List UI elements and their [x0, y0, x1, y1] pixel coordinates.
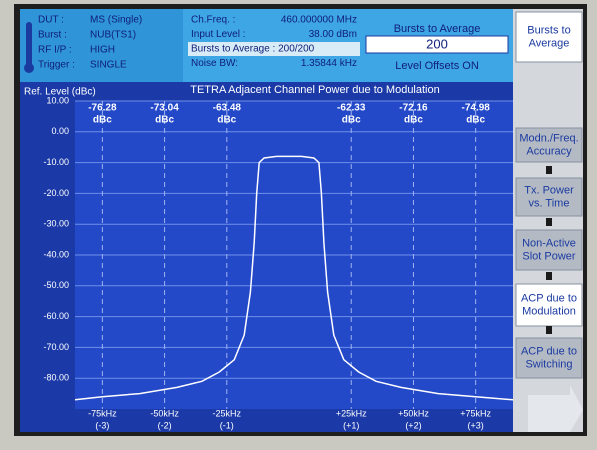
channel-power-unit: dBc — [217, 115, 236, 126]
softkey-label: Modn./Freq. — [519, 132, 578, 144]
setting-label: Bursts to Average : 200/200 — [191, 44, 315, 55]
softkey-label: Average — [529, 37, 570, 49]
channel-power-unit: dBc — [155, 115, 174, 126]
softkey[interactable] — [515, 229, 583, 271]
channel-power: -62.33 — [337, 103, 366, 114]
status-value: MS (Single) — [90, 15, 142, 26]
softkey-connector — [546, 326, 552, 334]
softkey-label: Accuracy — [526, 145, 572, 157]
x-tick-label: -25kHz — [213, 408, 242, 418]
x-tick-channel: (-3) — [95, 420, 109, 430]
y-tick-label: -30.00 — [43, 219, 69, 229]
x-tick-label: +25kHz — [336, 408, 367, 418]
entry-value[interactable]: 200 — [426, 36, 448, 51]
status-label: Trigger : — [38, 60, 75, 71]
chart-title: TETRA Adjacent Channel Power due to Modu… — [190, 84, 439, 96]
softkey-label: Switching — [525, 358, 572, 370]
channel-power-unit: dBc — [404, 115, 423, 126]
status-label: DUT : — [38, 15, 64, 26]
status-value: SINGLE — [90, 60, 127, 71]
thermometer-bulb — [24, 63, 34, 73]
channel-power: -72.16 — [399, 103, 428, 114]
x-tick-label: +50kHz — [398, 408, 429, 418]
softkey-label: Non-Active — [522, 237, 576, 249]
y-tick-label: -60.00 — [43, 311, 69, 321]
y-tick-label: -20.00 — [43, 188, 69, 198]
status-value: HIGH — [90, 45, 115, 56]
setting-value: 38.00 dBm — [309, 29, 357, 40]
y-tick-label: -50.00 — [43, 280, 69, 290]
softkey-label: Modulation — [522, 305, 576, 317]
softkey[interactable] — [515, 11, 583, 63]
x-tick-channel: (+1) — [343, 420, 359, 430]
softkey-label: Bursts to — [527, 24, 570, 36]
softkey-label: ACP due to — [521, 292, 577, 304]
y-tick-label: -70.00 — [43, 342, 69, 352]
setting-value: 460.000000 MHz — [281, 15, 357, 26]
softkey-connector — [546, 272, 552, 280]
y-axis-label: Ref. Level (dBc) — [24, 87, 96, 98]
softkey[interactable] — [515, 337, 583, 379]
entry-note: Level Offsets ON — [395, 60, 479, 72]
channel-power: -76.28 — [88, 103, 117, 114]
softkey-label: ACP due to — [521, 345, 577, 357]
x-tick-channel: (+3) — [468, 420, 484, 430]
channel-power-unit: dBc — [93, 115, 112, 126]
softkey[interactable] — [515, 127, 583, 163]
softkey[interactable] — [515, 283, 583, 327]
x-tick-label: +75kHz — [460, 408, 491, 418]
entry-title: Bursts to Average — [394, 23, 481, 35]
x-tick-label: -75kHz — [88, 408, 117, 418]
softkey-label: vs. Time — [529, 197, 570, 209]
setting-label: Ch.Freq. : — [191, 15, 235, 26]
y-tick-label: 10.00 — [46, 95, 69, 105]
x-tick-channel: (+2) — [405, 420, 421, 430]
active-setting-box — [188, 42, 360, 56]
channel-power: -73.04 — [150, 103, 179, 114]
channel-power: -74.98 — [461, 103, 490, 114]
entry-box — [365, 35, 509, 54]
x-tick-channel: (-2) — [158, 420, 172, 430]
setting-label: Noise BW: — [191, 58, 238, 69]
y-tick-label: -80.00 — [43, 373, 69, 383]
softkey-label: Tx. Power — [524, 184, 574, 196]
softkey-label: Slot Power — [522, 250, 576, 262]
y-tick-label: -40.00 — [43, 249, 69, 259]
channel-power-unit: dBc — [466, 115, 485, 126]
y-tick-label: 0.00 — [51, 126, 69, 136]
channel-power-unit: dBc — [342, 115, 361, 126]
status-panel — [20, 9, 183, 82]
status-value: NUB(TS1) — [90, 30, 136, 41]
trace — [74, 155, 514, 401]
y-tick-label: -10.00 — [43, 157, 69, 167]
x-tick-channel: (-1) — [220, 420, 234, 430]
softkey-connector — [546, 218, 552, 226]
setting-value: 1.35844 kHz — [301, 58, 357, 69]
next-arrow[interactable] — [528, 385, 583, 432]
status-label: Burst : — [38, 30, 67, 41]
channel-power: -63.48 — [213, 103, 242, 114]
thermometer-icon — [26, 22, 32, 66]
setting-label: Input Level : — [191, 29, 245, 40]
x-tick-label: -50kHz — [150, 408, 179, 418]
softkey[interactable] — [515, 177, 583, 217]
status-label: RF I/P : — [38, 45, 72, 56]
softkey-connector — [546, 166, 552, 174]
